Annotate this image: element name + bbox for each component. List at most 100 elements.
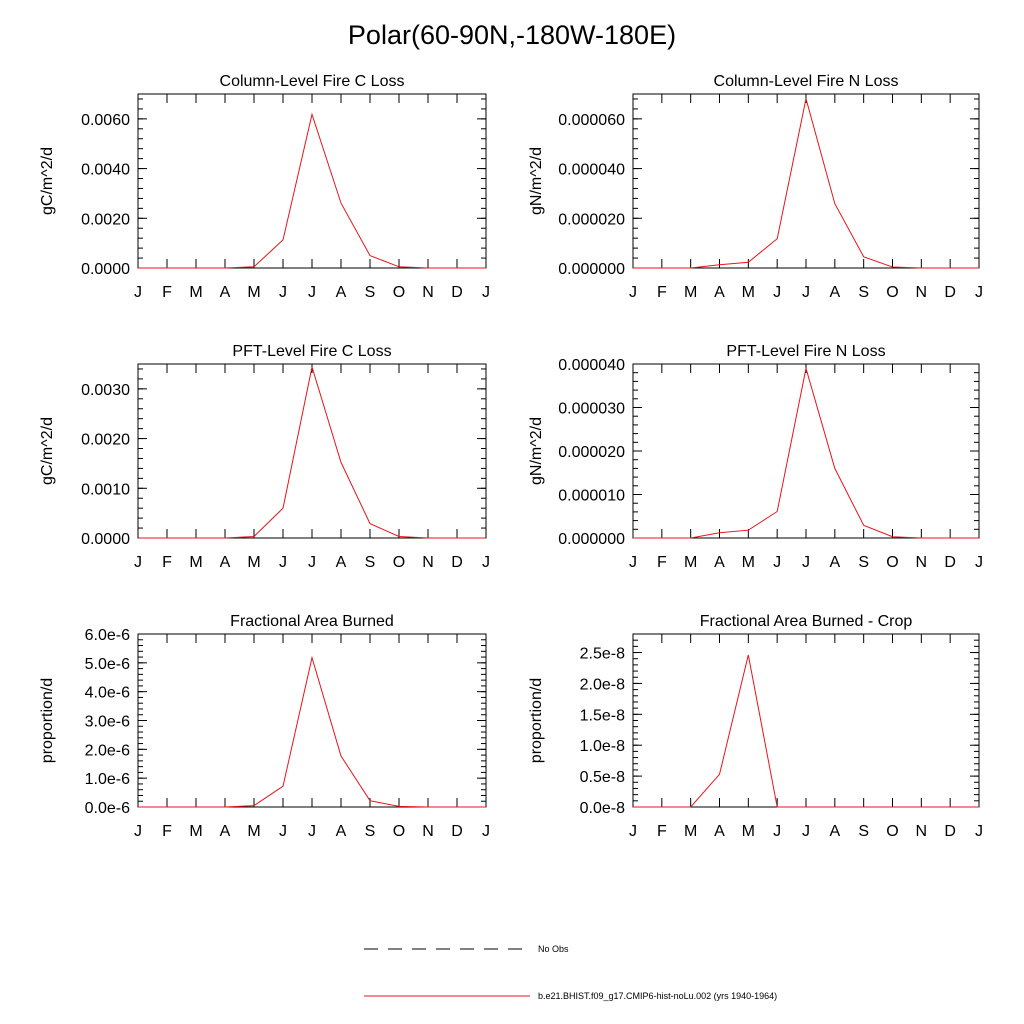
x-tick-label: J xyxy=(975,554,983,571)
y-tick-label: 2.0e-8 xyxy=(580,676,625,693)
y-tick-label: 2.5e-8 xyxy=(580,646,625,663)
x-tick-label: N xyxy=(916,284,928,301)
x-tick-label: D xyxy=(451,823,463,840)
x-tick-label: F xyxy=(657,554,667,571)
x-tick-label: M xyxy=(189,823,202,840)
x-tick-label: A xyxy=(829,554,840,571)
x-tick-label: D xyxy=(944,284,956,301)
x-tick-label: J xyxy=(482,554,490,571)
x-tick-label: J xyxy=(802,823,810,840)
x-tick-label: A xyxy=(220,284,231,301)
y-tick-label: 0.000040 xyxy=(558,162,625,179)
y-tick-label: 0.000000 xyxy=(558,261,625,278)
x-tick-label: A xyxy=(714,284,725,301)
y-tick-label: 0.0030 xyxy=(81,382,130,399)
x-tick-label: N xyxy=(422,823,434,840)
x-tick-label: M xyxy=(189,554,202,571)
y-tick-label: 0.000060 xyxy=(558,112,625,129)
x-tick-label: O xyxy=(886,554,898,571)
x-tick-label: S xyxy=(365,554,376,571)
x-tick-label: N xyxy=(422,554,434,571)
chart-title: Fractional Area Burned xyxy=(230,613,394,630)
y-tick-label: 0.0060 xyxy=(81,112,130,129)
x-tick-label: N xyxy=(916,823,928,840)
x-tick-label: D xyxy=(451,554,463,571)
y-axis-label: proportion/d xyxy=(528,678,545,763)
y-tick-label: 0.000040 xyxy=(558,357,625,374)
y-tick-label: 2.0e-6 xyxy=(85,742,130,759)
y-tick-label: 0.0e-8 xyxy=(580,800,625,817)
series-line xyxy=(633,368,979,539)
x-tick-label: S xyxy=(858,554,869,571)
x-tick-label: J xyxy=(134,554,142,571)
x-tick-label: J xyxy=(802,554,810,571)
x-tick-label: J xyxy=(975,823,983,840)
x-tick-label: J xyxy=(773,554,781,571)
x-tick-label: A xyxy=(714,554,725,571)
x-tick-label: J xyxy=(279,554,287,571)
x-tick-label: N xyxy=(916,554,928,571)
chart-title: PFT-Level Fire N Loss xyxy=(726,343,885,360)
y-tick-label: 0.0000 xyxy=(81,531,130,548)
y-axis-label: proportion/d xyxy=(39,678,56,763)
x-tick-label: J xyxy=(629,284,637,301)
chart-panel-6: Fractional Area Burned - Crop proportion/… xyxy=(528,613,983,840)
y-tick-label: 0.0000 xyxy=(81,261,130,278)
x-tick-label: M xyxy=(684,554,697,571)
x-tick-label: F xyxy=(657,823,667,840)
chart-title: Column-Level Fire N Loss xyxy=(714,73,899,90)
y-tick-label: 5.0e-6 xyxy=(85,656,130,673)
x-tick-label: J xyxy=(308,823,316,840)
y-tick-label: 0.5e-8 xyxy=(580,769,625,786)
x-tick-label: M xyxy=(247,284,260,301)
chart-title: Fractional Area Burned - Crop xyxy=(700,613,913,630)
x-tick-label: S xyxy=(365,284,376,301)
x-tick-label: J xyxy=(773,823,781,840)
y-tick-label: 0.000030 xyxy=(558,401,625,418)
x-tick-label: S xyxy=(858,823,869,840)
x-tick-label: M xyxy=(742,554,755,571)
x-tick-label: J xyxy=(629,823,637,840)
series-line xyxy=(633,98,979,269)
y-tick-label: 1.5e-8 xyxy=(580,707,625,724)
x-tick-label: A xyxy=(336,284,347,301)
chart-title: Column-Level Fire C Loss xyxy=(220,73,405,90)
x-tick-label: J xyxy=(308,554,316,571)
x-tick-label: M xyxy=(247,823,260,840)
y-tick-label: 0.000010 xyxy=(558,488,625,505)
x-tick-label: J xyxy=(308,284,316,301)
x-tick-label: F xyxy=(162,823,172,840)
x-tick-label: A xyxy=(336,823,347,840)
x-tick-label: D xyxy=(944,823,956,840)
y-axis-label: gN/m^2/d xyxy=(528,417,545,485)
x-tick-label: A xyxy=(220,554,231,571)
x-tick-label: F xyxy=(162,284,172,301)
x-tick-label: J xyxy=(279,284,287,301)
x-tick-label: M xyxy=(742,823,755,840)
y-tick-label: 0.000020 xyxy=(558,444,625,461)
y-tick-label: 0.0040 xyxy=(81,162,130,179)
chart-title: PFT-Level Fire C Loss xyxy=(232,343,391,360)
y-tick-label: 6.0e-6 xyxy=(85,627,130,644)
x-tick-label: A xyxy=(336,554,347,571)
x-tick-label: S xyxy=(858,284,869,301)
x-tick-label: A xyxy=(220,823,231,840)
x-tick-label: N xyxy=(422,284,434,301)
legend-label-obs: No Obs xyxy=(538,944,569,954)
y-axis-label: gC/m^2/d xyxy=(39,147,56,215)
x-tick-label: J xyxy=(482,284,490,301)
x-tick-label: J xyxy=(629,554,637,571)
y-tick-label: 0.0020 xyxy=(81,432,130,449)
x-tick-label: O xyxy=(393,284,405,301)
x-tick-label: J xyxy=(802,284,810,301)
x-tick-label: A xyxy=(829,823,840,840)
x-tick-label: J xyxy=(134,823,142,840)
x-tick-label: O xyxy=(886,284,898,301)
